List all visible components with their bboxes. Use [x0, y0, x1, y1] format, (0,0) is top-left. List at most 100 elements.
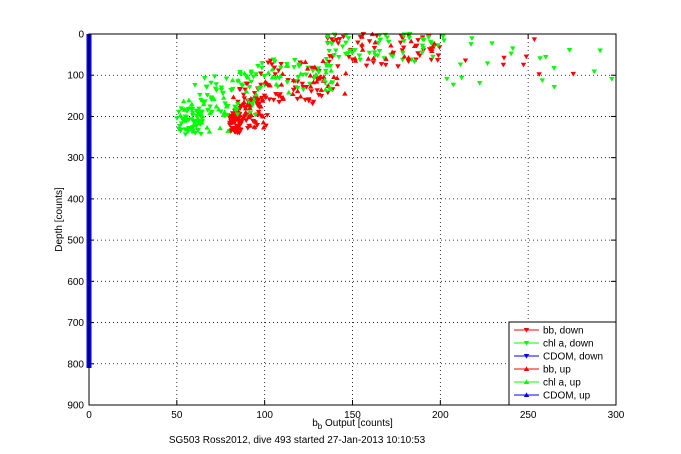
bb-down-point	[536, 72, 542, 77]
bb-up-point	[247, 105, 253, 111]
bb-up-point	[352, 58, 359, 63]
bb-down-point	[314, 88, 320, 93]
chl-a-down-point	[300, 87, 307, 93]
chl-a-down-point	[196, 106, 202, 112]
bb-up-point	[259, 96, 266, 102]
chl-a-down-point	[430, 54, 436, 60]
bb-down-point	[300, 85, 306, 90]
bb-down-point	[306, 98, 312, 104]
chl-a-down-point	[178, 106, 184, 111]
chl-a-down-point	[331, 53, 337, 58]
bb-down-point	[310, 99, 317, 105]
bb-up-point	[383, 56, 389, 61]
chl-a-down-point	[421, 37, 427, 43]
chl-a-up-point	[189, 101, 195, 107]
chl-a-down-point	[246, 85, 253, 90]
chl-a-up-point	[277, 73, 284, 79]
chl-a-down-point	[352, 48, 358, 53]
chl-a-up-point	[265, 70, 272, 75]
bb-down-point	[240, 92, 247, 98]
bb-up-point	[242, 109, 249, 115]
chl-a-down-point	[349, 50, 355, 56]
chl-a-down-point	[207, 104, 213, 110]
chl-a-up-point	[253, 91, 259, 97]
x-axis-label: bb Output [counts]	[312, 418, 393, 431]
bb-down-point	[278, 61, 284, 67]
bb-down-point	[237, 87, 244, 92]
chl-a-down-point	[401, 39, 407, 44]
chl-a-down-point	[239, 83, 246, 89]
chl-a-down-point	[220, 91, 226, 97]
bb-down-point	[272, 72, 278, 77]
bb-down-point	[290, 87, 297, 93]
bb-down-point	[263, 123, 269, 129]
bb-down-point	[415, 51, 421, 56]
chl-a-down-point	[458, 75, 465, 81]
bb-down-point	[520, 62, 527, 68]
bb-up-point	[245, 114, 252, 120]
chl-a-down-point	[291, 65, 297, 70]
chl-a-up-point	[225, 128, 231, 133]
chl-a-down-point	[223, 76, 230, 82]
bb-down-point	[395, 64, 401, 69]
chl-a-up-point	[245, 74, 251, 80]
y-tick-label: 700	[67, 318, 84, 329]
bb-up-point	[279, 71, 286, 77]
bb-up-point	[260, 113, 266, 119]
legend-marker	[523, 327, 530, 333]
y-tick-label: 0	[78, 30, 84, 41]
bb-up-point	[359, 42, 365, 47]
chl-a-down-point	[273, 76, 279, 81]
bb-up-point	[313, 79, 320, 84]
legend-entry: bb, down	[543, 326, 584, 337]
chl-a-down-point	[336, 54, 342, 60]
bb-up-point	[370, 55, 377, 61]
x-tick-label: 150	[344, 410, 361, 421]
y-axis-label: Depth [counts]	[54, 187, 65, 252]
chl-a-down-point	[224, 112, 231, 118]
bb-up-point	[290, 77, 297, 83]
chl-a-down-point	[294, 86, 301, 91]
bb-up-point	[297, 93, 304, 99]
legend-marker	[523, 379, 530, 385]
bb-down-point	[330, 39, 337, 45]
y-tick-label: 600	[67, 277, 84, 288]
bb-down-point	[237, 103, 244, 109]
legend-entry: CDOM, up	[543, 391, 591, 402]
bb-up-point	[365, 56, 372, 61]
chl-a-up-point	[273, 81, 280, 87]
bb-down-point	[400, 45, 407, 51]
chl-a-down-point	[551, 84, 557, 90]
bb-down-point	[346, 54, 352, 60]
bb-down-point	[335, 41, 341, 46]
chl-a-up-point	[220, 95, 227, 100]
chl-a-down-point	[537, 56, 543, 61]
bb-down-point	[258, 82, 264, 88]
legend-box	[508, 321, 617, 406]
chl-a-up-point	[220, 112, 227, 117]
chl-a-up-point	[201, 101, 207, 107]
bb-down-point	[236, 130, 243, 136]
bb-down-point	[238, 127, 244, 133]
chl-a-down-point	[477, 81, 483, 86]
x-tick-label: 300	[608, 410, 625, 421]
bb-down-point	[226, 115, 233, 121]
chl-a-down-point	[323, 57, 330, 62]
chl-a-down-point	[234, 112, 241, 117]
chl-a-down-point	[195, 128, 201, 134]
chl-a-down-point	[450, 82, 457, 88]
chl-a-down-point	[510, 46, 516, 52]
bb-down-point	[270, 97, 277, 103]
bb-down-point	[264, 113, 270, 118]
bb-down-point	[378, 62, 385, 67]
bb-up-point	[234, 125, 240, 130]
chl-a-down-point	[204, 93, 211, 98]
bb-up-point	[294, 88, 301, 94]
bb-down-point	[275, 68, 282, 74]
bb-up-point	[310, 79, 317, 85]
bb-up-point	[342, 91, 348, 96]
chl-a-down-point	[440, 34, 446, 40]
bb-up-point	[334, 81, 340, 87]
chl-a-up-point	[204, 125, 210, 130]
